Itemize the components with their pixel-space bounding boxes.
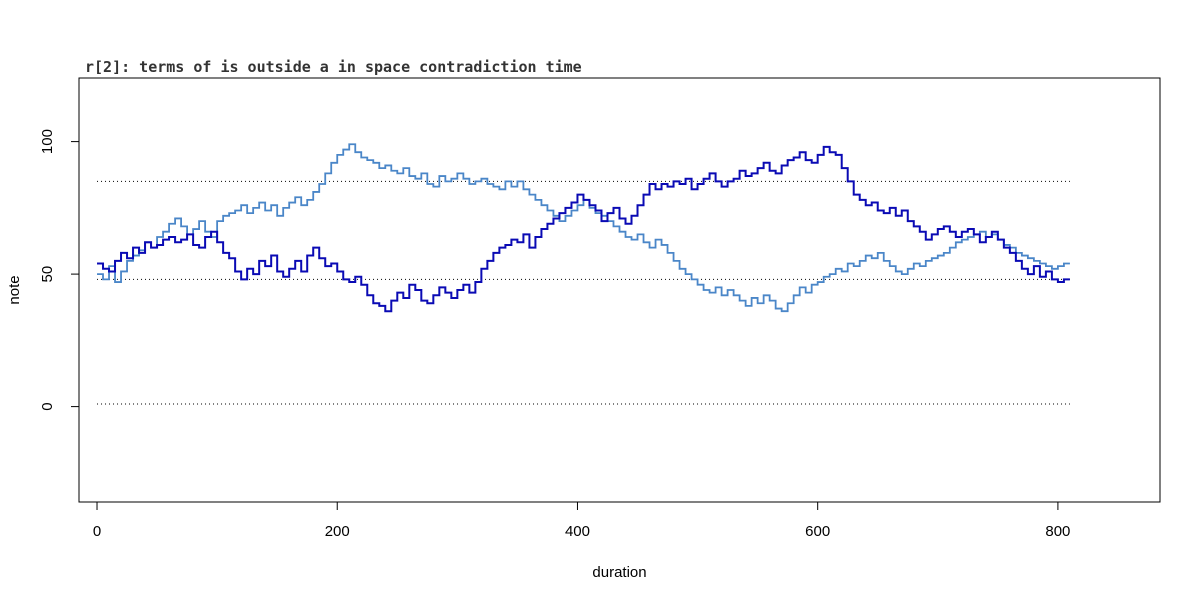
y-tick-label: 50 [39,266,56,283]
x-tick-label: 800 [1045,523,1070,540]
x-tick-label: 200 [325,523,350,540]
y-tick-label: 100 [39,129,56,154]
x-axis-label: duration [592,564,646,581]
series-line-2 [97,143,1070,313]
y-axis-label: note [6,275,23,304]
x-tick-label: 400 [565,523,590,540]
x-tick-label: 600 [805,523,830,540]
chart-title: r[2]: terms of is outside a in space con… [85,58,582,76]
x-tick-label: 0 [93,523,101,540]
series-line-1 [97,145,1070,313]
plot-frame [78,77,1161,503]
y-tick-label: 0 [39,402,56,410]
